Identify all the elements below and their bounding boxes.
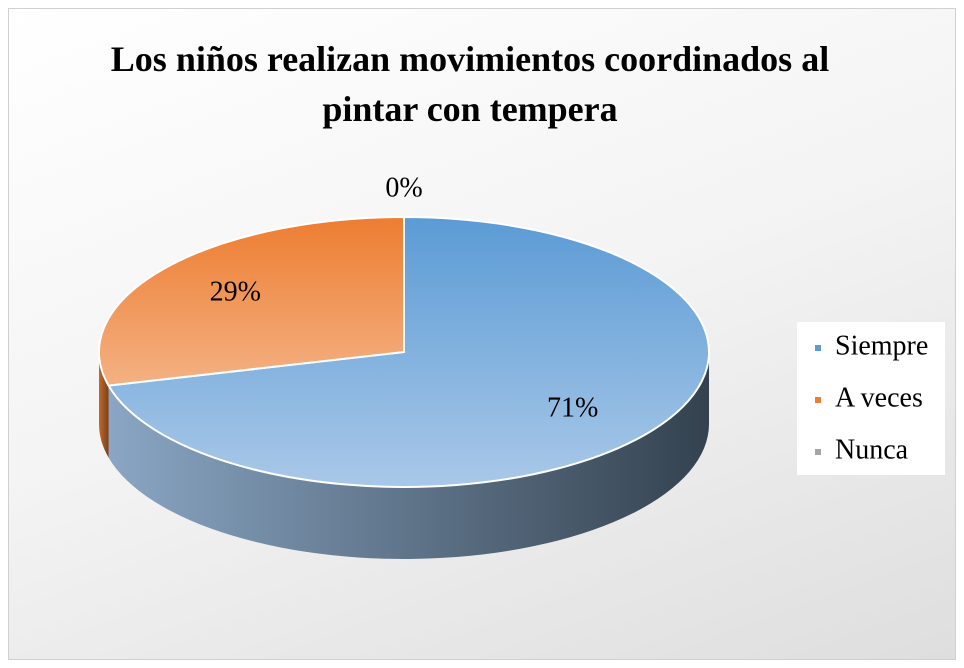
legend-marker bbox=[815, 345, 821, 351]
slice bbox=[106, 215, 710, 488]
legend-box bbox=[797, 322, 945, 475]
legend-label: Nunca bbox=[835, 434, 909, 465]
legend-label: Siempre bbox=[835, 330, 928, 361]
data-label: 71% bbox=[547, 392, 598, 423]
chart-title: Los niños realizan movimientos coordinad… bbox=[110, 39, 830, 129]
data-label: 0% bbox=[385, 172, 422, 203]
slice-side bbox=[108, 352, 709, 560]
slice bbox=[98, 215, 405, 387]
data-label: 29% bbox=[210, 277, 261, 308]
legend-label: A veces bbox=[835, 382, 923, 413]
legend-marker bbox=[815, 449, 821, 455]
legend-marker bbox=[815, 397, 821, 403]
slice-side bbox=[99, 352, 109, 458]
